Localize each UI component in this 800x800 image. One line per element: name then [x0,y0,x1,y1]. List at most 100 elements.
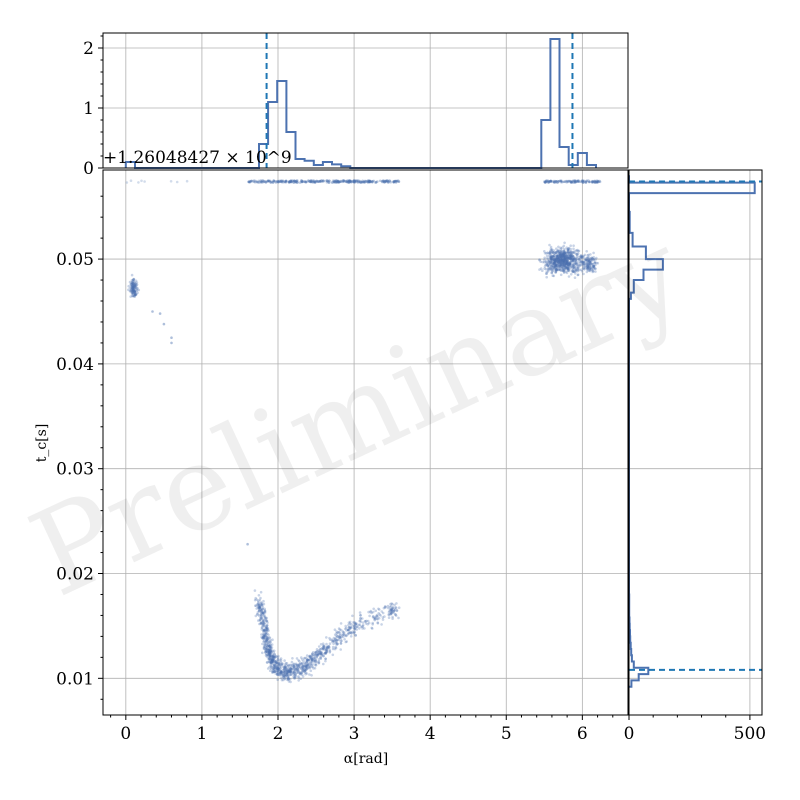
scatter-point [349,626,353,629]
scatter-point [367,180,370,184]
scatter-point [262,640,265,643]
scatter-point [550,257,553,261]
scatter-point [297,670,301,673]
scatter-point [335,630,338,633]
scatter-point [539,267,543,270]
scatter-point [579,260,583,263]
scatter-point [339,635,342,639]
x-tick-label: 1 [196,724,207,744]
scatter-point [381,179,385,182]
scatter-point [292,179,296,183]
scatter-point [576,179,580,183]
scatter-point [307,662,311,665]
scatter-point [544,180,548,184]
scatter-point [268,647,271,651]
scatter-point [272,655,276,659]
scatter-point [557,261,560,264]
scatter-point [318,179,322,183]
scatter-point [565,255,569,258]
scatter-point [297,659,300,662]
scatter-point [341,633,345,636]
scatter-point [259,616,262,620]
scatter-point [564,253,568,257]
scatter-point [262,612,265,615]
scatter-point [341,633,345,637]
scatter-point [581,180,585,184]
scatter-point [571,266,575,269]
scatter-point [132,288,135,292]
scatter-point [283,667,286,670]
scatter-point [562,267,565,270]
scatter-point [252,179,256,182]
scatter-point [563,254,566,258]
scatter-point [382,180,386,184]
scatter-point [564,266,568,269]
scatter-point [259,596,262,600]
scatter-point [170,336,173,340]
scatter-point [268,657,271,660]
scatter-point [353,630,357,634]
scatter-point [553,266,557,270]
scatter-point [563,263,566,266]
scatter-point [587,262,590,266]
scatter-point [328,636,331,640]
scatter-point [328,642,332,645]
scatter-point [558,254,562,257]
scatter-point [133,287,136,291]
scatter-point [332,180,336,183]
scatter-point [319,652,323,655]
scatter-point [270,658,274,661]
scatter-point [264,628,268,632]
scatter-point [301,661,304,665]
scatter-point [567,248,571,251]
scatter-point [559,246,562,250]
scatter-point [342,630,345,634]
scatter-point [270,646,274,649]
scatter-point [291,663,294,667]
scatter-point [587,266,590,269]
scatter-point [372,607,376,611]
scatter-point [368,180,372,183]
scatter-point [134,286,138,290]
scatter-point [306,662,310,666]
scatter-point [548,252,551,256]
scatter-point [289,667,292,671]
scatter-point [133,284,137,288]
scatter-point [568,261,571,265]
scatter-point [264,652,268,656]
scatter-point [562,261,565,264]
scatter-point [554,257,558,261]
scatter-point [185,179,189,183]
scatter-point [326,179,329,182]
scatter-point [315,648,319,651]
scatter-point [292,670,296,674]
scatter-point [133,290,137,293]
scatter-point [268,653,272,656]
scatter-point [564,265,567,269]
scatter-point [546,264,550,268]
scatter-point [588,269,592,273]
scatter-point [300,180,303,184]
scatter-point [307,658,310,662]
scatter-point [284,670,288,673]
scatter-point [158,312,162,315]
scatter-point [564,262,568,266]
scatter-point [258,604,262,607]
scatter-point [569,257,573,261]
scatter-point [575,262,578,266]
scatter-point [324,652,328,655]
scatter-point [372,615,375,618]
scatter-point [545,263,549,267]
scatter-point [130,284,134,288]
scatter-point [322,654,326,658]
scatter-point [551,254,555,258]
scatter-point [337,181,340,184]
scatter-point [278,658,282,662]
scatter-point [257,603,260,607]
scatter-point [560,261,563,265]
scatter-point [303,656,307,660]
scatter-point [280,670,283,674]
scatter-point [305,661,309,664]
scatter-point [260,603,264,606]
scatter-point [397,180,401,183]
